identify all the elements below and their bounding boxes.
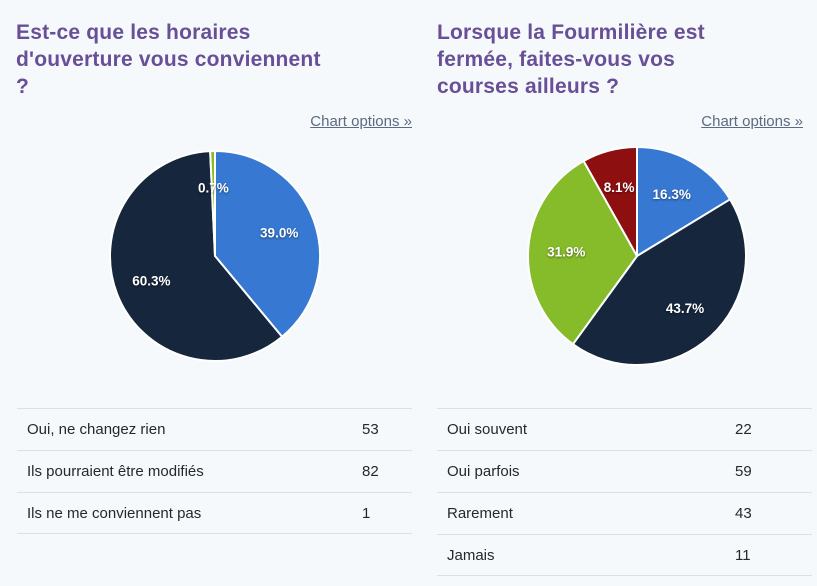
answer-count: 43	[735, 505, 752, 522]
table-row: Rarement 43	[437, 492, 812, 534]
pie-slice[interactable]	[636, 146, 732, 257]
question-title-right: Lorsque la Fourmilière est fermée, faite…	[437, 19, 812, 100]
pie-slice-percent-label: 16.3%	[653, 187, 691, 202]
chart-options-row-left: Chart options »	[16, 113, 412, 131]
title-line: Lorsque la Fourmilière est	[437, 21, 705, 44]
answer-label: Oui souvent	[447, 421, 528, 438]
title-line: d'ouverture vous conviennent	[16, 48, 321, 71]
pie-slice-percent-label: 60.3%	[132, 273, 170, 288]
table-row: Oui souvent 22	[437, 408, 812, 450]
title-line: courses ailleurs ?	[437, 75, 620, 98]
pie-slice[interactable]	[109, 150, 284, 362]
title-line: Est-ce que les horaires	[16, 21, 251, 44]
table-row: Ils ne me conviennent pas 1	[17, 492, 412, 534]
pie-slice[interactable]	[209, 150, 216, 257]
pie-slice-percent-label: 31.9%	[547, 245, 585, 260]
table-row: Oui parfois 59	[437, 450, 812, 492]
answer-label: Oui, ne changez rien	[27, 421, 166, 438]
table-row: Ils pourraient être modifiés 82	[17, 450, 412, 492]
answer-label: Ils pourraient être modifiés	[27, 463, 204, 480]
pie-slice-percent-label: 8.1%	[604, 180, 635, 195]
table-row: Jamais 11	[437, 534, 812, 576]
chart-options-row-right: Chart options »	[437, 113, 803, 131]
pie-slice-percent-label: 43.7%	[666, 301, 704, 316]
answer-count: 82	[362, 463, 379, 480]
pie-slice[interactable]	[214, 150, 321, 338]
answer-label: Oui parfois	[447, 463, 520, 480]
answer-label: Jamais	[447, 546, 495, 564]
pie-chart-right: 16.3% 43.7% 31.9% 8.1%	[527, 146, 747, 366]
title-line: ?	[16, 75, 30, 98]
pie-slice[interactable]	[571, 198, 747, 366]
answer-label: Ils ne me conviennent pas	[27, 504, 202, 522]
chart-options-link-right[interactable]: Chart options »	[701, 113, 803, 130]
pie-chart-left: 39.0% 60.3% 0.7%	[109, 150, 321, 362]
answer-count: 1	[362, 504, 371, 522]
table-row: Oui, ne changez rien 53	[17, 408, 412, 450]
question-title-left: Est-ce que les horaires d'ouverture vous…	[16, 19, 414, 100]
pie-slice-percent-label: 0.7%	[198, 181, 229, 196]
answer-count: 59	[735, 463, 752, 480]
chart-options-link-left[interactable]: Chart options »	[310, 113, 412, 130]
answers-table-right: Oui souvent 22 Oui parfois 59 Rarement 43 Jama…	[437, 408, 812, 576]
answer-label: Rarement	[447, 505, 513, 522]
pie-slice[interactable]	[582, 146, 638, 257]
answers-table-left: Oui, ne changez rien 53 Ils pourraient êtr…	[17, 408, 412, 534]
pie-slice[interactable]	[527, 159, 638, 346]
answer-count: 53	[362, 421, 379, 438]
answer-count: 22	[735, 421, 752, 438]
title-line: fermée, faites-vous vos	[437, 48, 676, 71]
pie-slice-percent-label: 39.0%	[260, 226, 298, 241]
answer-count: 11	[735, 546, 751, 564]
